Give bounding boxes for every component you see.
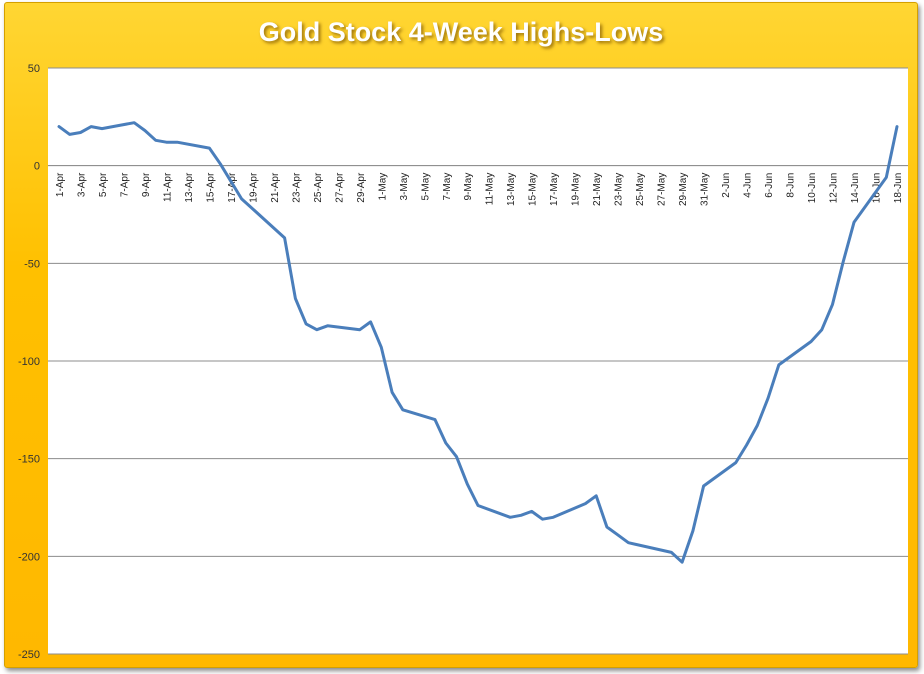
y-tick-label: -100 — [18, 356, 40, 368]
y-tick-label: 0 — [34, 161, 40, 173]
x-tick-label: 4-Jun — [743, 173, 754, 198]
x-tick-label: 29-May — [678, 173, 689, 206]
x-tick-label: 8-Jun — [786, 173, 797, 198]
x-tick-label: 6-Jun — [764, 173, 775, 198]
x-tick-label: 11-May — [485, 173, 496, 206]
x-tick-label: 27-Apr — [334, 172, 345, 203]
x-tick-label: 7-May — [442, 173, 453, 201]
x-tick-label: 2-Jun — [721, 173, 732, 198]
y-tick-label: -250 — [18, 649, 40, 661]
x-tick-label: 23-May — [614, 173, 625, 206]
x-tick-label: 13-May — [506, 173, 517, 206]
x-tick-label: 27-May — [657, 173, 668, 206]
x-tick-label: 12-Jun — [829, 173, 840, 204]
y-axis-tick-labels: 50 0 -50 -100 -150 -200 -250 — [18, 63, 40, 661]
y-tick-label: -50 — [24, 258, 40, 270]
x-tick-label: 5-May — [420, 173, 431, 201]
x-tick-label: 25-May — [635, 173, 646, 206]
x-tick-label: 3-May — [399, 173, 410, 201]
x-tick-label: 13-Apr — [184, 172, 195, 203]
x-tick-label: 17-Apr — [227, 172, 238, 203]
x-tick-label: 15-May — [528, 173, 539, 206]
x-tick-label: 21-Apr — [270, 172, 281, 203]
x-tick-label: 14-Jun — [850, 173, 861, 204]
x-tick-label: 17-May — [549, 173, 560, 206]
x-tick-label: 18-Jun — [893, 173, 904, 204]
series-line — [57, 121, 899, 564]
x-tick-label: 1-Apr — [55, 172, 66, 197]
x-tick-label: 3-Apr — [76, 172, 87, 197]
x-tick-label: 19-May — [571, 173, 582, 206]
x-tick-label: 31-May — [700, 173, 711, 206]
x-tick-label: 1-May — [377, 173, 388, 201]
x-tick-label: 9-May — [463, 173, 474, 201]
x-tick-label: 11-Apr — [162, 172, 173, 202]
x-tick-label: 29-Apr — [356, 172, 367, 203]
x-tick-label: 5-Apr — [98, 172, 109, 197]
y-tick-label: 50 — [28, 63, 40, 75]
x-tick-label: 25-Apr — [313, 172, 324, 203]
gridlines — [48, 67, 908, 655]
x-tick-label: 23-Apr — [291, 172, 302, 203]
y-tick-label: -200 — [18, 551, 40, 563]
x-tick-label: 9-Apr — [141, 172, 152, 197]
x-tick-label: 10-Jun — [807, 173, 818, 204]
x-tick-label: 19-Apr — [248, 172, 259, 203]
x-tick-label: 21-May — [592, 173, 603, 206]
x-tick-label: 15-Apr — [205, 172, 216, 203]
chart-title: Gold Stock 4-Week Highs-Lows — [258, 17, 664, 47]
y-tick-label: -150 — [18, 454, 40, 466]
x-tick-label: 7-Apr — [119, 172, 130, 197]
